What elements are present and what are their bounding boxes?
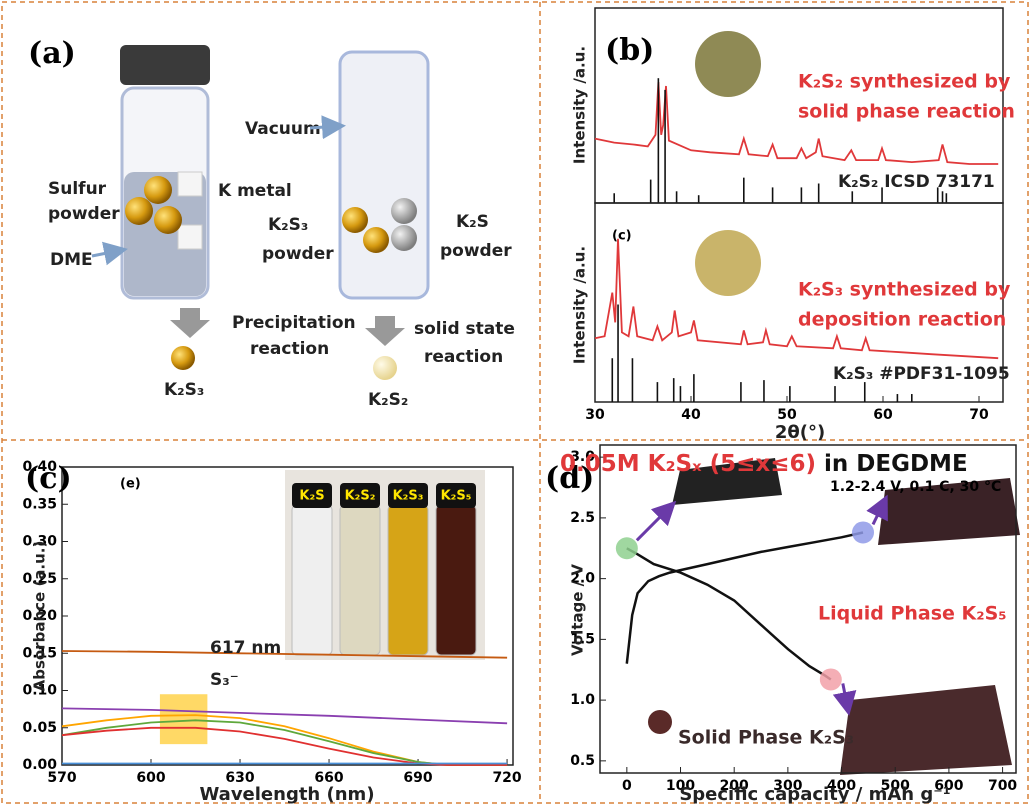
label: Sulfur [48, 179, 107, 199]
y-tick-label: 0.5 [570, 753, 595, 769]
label: K metal [218, 181, 292, 201]
sulfur-ball [154, 206, 182, 234]
highlight [160, 694, 207, 744]
series-line [62, 715, 507, 765]
series-line [62, 728, 507, 765]
x-tick-label: 30 [585, 407, 605, 423]
series-line [62, 708, 507, 723]
vial [340, 52, 428, 298]
label: K₂S₂ [368, 390, 408, 410]
annotation: K₂S₂ ICSD 73171 [838, 172, 995, 192]
k2s3-ball [342, 207, 368, 233]
y-tick-label: 2.5 [570, 510, 595, 526]
annotation: solid phase reaction [798, 101, 1015, 123]
k2s-ball [391, 198, 417, 224]
pointer [843, 683, 848, 710]
state-marker [820, 668, 842, 690]
powder-photo [695, 31, 761, 97]
state-marker [616, 537, 638, 559]
product-ball [171, 346, 195, 370]
annotation: Solid Phase K₂S₃ [678, 727, 854, 749]
label: Vacuum [245, 119, 321, 139]
x-tick-label: 70 [969, 407, 989, 423]
panel-label: (c) [25, 461, 72, 496]
vial-label: K₂S₃ [393, 489, 424, 504]
subtitle: 1.2-2.4 V, 0.1 C, 30 °C [830, 479, 1001, 495]
x-axis-label: 2θ(°) [775, 422, 825, 443]
x-tick-label: 700 [988, 778, 1017, 794]
x-axis-label: Wavelength (nm) [199, 784, 374, 805]
annotation: K₂S₂ synthesized by [798, 71, 1011, 93]
label: powder [262, 244, 334, 264]
y-tick-label: 0.00 [22, 757, 57, 773]
label: Precipitation [232, 313, 356, 333]
sulfur-ball [125, 197, 153, 225]
vial-cap [120, 45, 210, 85]
title-suffix: in DEGDME [824, 451, 968, 477]
down-arrow [170, 308, 210, 338]
annotation: 617 nm [210, 638, 281, 658]
chart: 30 40 50 60 70 (c) Intensity /a.u. 2θ(°) K₂S₃ sy… [571, 203, 1011, 443]
y-axis-label: Intensity /a.u. [571, 46, 589, 164]
k-metal [178, 225, 202, 249]
chart-title: 0.05M K₂Sₓ (5≤x≤6) in DEGDME [560, 451, 968, 477]
arrow [310, 126, 340, 128]
panel-label: (c) [612, 229, 632, 244]
x-tick-label: 50 [777, 407, 797, 423]
series-line [627, 533, 863, 664]
diagram: (a) Sulfur powder K metal DME Vacuum K₂S… [28, 36, 515, 410]
label: reaction [424, 347, 503, 367]
x-tick-label: 40 [681, 407, 701, 423]
state-marker [852, 521, 874, 543]
annotation: K₂S₃ synthesized by [798, 279, 1011, 301]
label: solid state [414, 319, 515, 339]
label: K₂S₃ [164, 380, 204, 400]
y-tick-label: 1.0 [570, 692, 595, 708]
series-line [627, 548, 831, 679]
label: powder [440, 241, 512, 261]
x-tick-label: 60 [873, 407, 893, 423]
series-line [595, 82, 998, 164]
annotation: K₂S₃ #PDF31-1095 [833, 364, 1010, 384]
powder-photo [695, 230, 761, 296]
k2s3-ball [363, 227, 389, 253]
y-tick-label: 0.05 [22, 720, 57, 736]
label: K₂S [456, 212, 489, 232]
y-axis-label: Voltage / V [569, 564, 587, 656]
panel-label: (b) [605, 33, 654, 68]
down-arrow [365, 316, 405, 346]
product-ball [373, 356, 397, 380]
figure: (a) Sulfur powder K metal DME Vacuum K₂S… [0, 0, 1030, 805]
label: powder [48, 204, 120, 224]
label: K₂S₃ [268, 215, 308, 235]
annotation: Liquid Phase K₂S₅ [818, 603, 1007, 625]
vial-label: K₂S₂ [345, 489, 376, 504]
x-tick-label: 690 [403, 770, 432, 786]
arrow [92, 250, 122, 256]
x-tick-label: 600 [136, 770, 165, 786]
annotation: deposition reaction [798, 309, 1006, 331]
annotation: S₃⁻ [210, 670, 239, 690]
chart: (b) Intensity /a.u. K₂S₂ synthesized by sol… [571, 8, 1015, 203]
x-tick-label: 0 [622, 778, 632, 794]
y-tick-label: 0.35 [22, 496, 57, 512]
k-metal [178, 172, 202, 196]
vial-label: K₂S [299, 489, 324, 504]
pointer [637, 505, 672, 540]
vial-label: K₂S₅ [441, 489, 472, 504]
k2s-ball [391, 225, 417, 251]
label: reaction [250, 339, 329, 359]
y-axis-label: Absorbance (a.u.) [31, 541, 49, 692]
title-main: 0.05M K₂Sₓ (5≤x≤6) [560, 451, 816, 477]
x-tick-label: 720 [492, 770, 521, 786]
sulfur-ball [144, 176, 172, 204]
sub-label: (e) [120, 477, 141, 492]
label: DME [50, 250, 93, 270]
panel-label: (a) [28, 36, 76, 71]
x-axis-label: Specific capacity / mAh g⁻¹ [679, 784, 950, 805]
y-axis-label: Intensity /a.u. [571, 246, 589, 364]
